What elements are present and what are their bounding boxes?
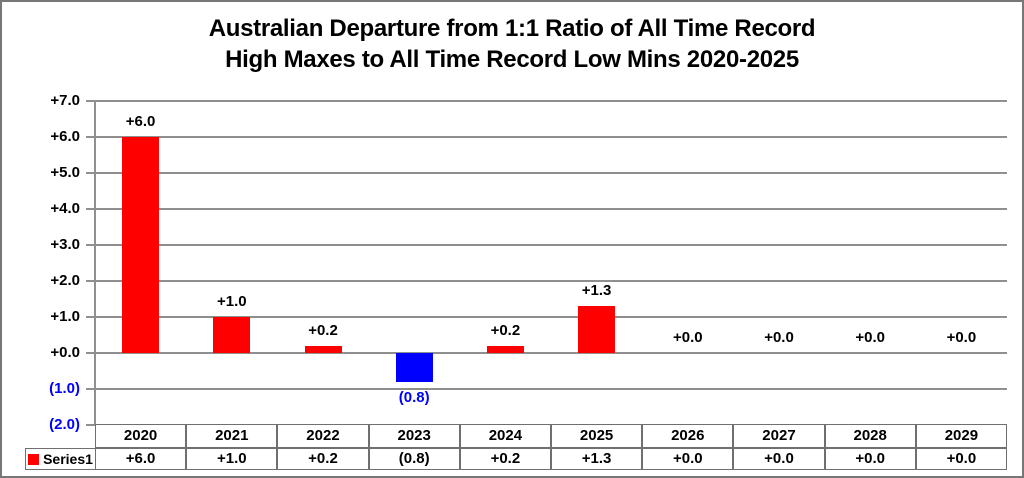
gridline [95,244,1007,246]
y-axis-tick [86,424,95,426]
y-axis-tick [86,388,95,390]
table-value-cell: (0.8) [368,448,460,470]
table-year-header: 2025 [551,424,643,448]
chart-title-line-2: High Maxes to All Time Record Low Mins 2… [225,46,799,73]
table-value-cell: +0.2 [277,448,369,470]
chart-title-line-1: Australian Departure from 1:1 Ratio of A… [208,15,816,42]
gridline [95,172,1007,174]
y-axis-tick [86,208,95,210]
y-axis-tick [86,316,95,318]
table-value-cell: +1.3 [551,448,643,470]
gridline [95,280,1007,282]
y-tick-label: (2.0) [49,416,80,433]
gridline [95,352,1007,354]
bar-data-label: +0.2 [308,321,338,339]
legend-cell: Series1 [25,448,96,470]
table-value-cell: +1.0 [186,448,278,470]
y-tick-label: +5.0 [50,164,80,181]
table-value-cell: +6.0 [95,448,187,470]
bar-2023 [395,353,433,382]
y-axis-tick [86,136,95,138]
series1-legend-swatch-icon [28,453,40,465]
table-value-cell: +0.0 [642,448,734,470]
gridline [95,100,1007,102]
table-year-header: 2022 [277,424,369,448]
gridline [95,208,1007,210]
y-tick-label: +6.0 [50,128,80,145]
bar-data-label: +0.0 [672,329,703,346]
table-year-header: 2029 [915,424,1007,448]
table-year-header: 2027 [733,424,825,448]
y-tick-label: (1.0) [49,380,80,397]
y-tick-label: +2.0 [50,272,80,289]
series1-legend-label: Series1 [43,451,93,467]
bar-2020 [122,137,160,353]
y-axis-tick [86,352,95,354]
table-value-cell: +0.2 [459,448,551,470]
bar-data-label: +0.0 [855,329,885,346]
bar-data-label: +0.0 [764,329,794,346]
bar-data-label: (0.8) [398,388,430,406]
table-value-cell: +0.0 [915,448,1007,470]
y-axis-tick [86,172,95,174]
table-year-header: 2028 [824,424,916,448]
table-value-cell: +0.0 [824,448,916,470]
bar-2021 [213,317,251,353]
table-year-header: 2020 [95,424,187,448]
table-value-cell: +0.0 [733,448,825,470]
bar-data-label: +1.0 [216,293,247,310]
bar-2024 [486,345,524,353]
gridline [95,316,1007,318]
y-axis-tick [86,100,95,102]
bar-data-label: +0.2 [490,321,521,339]
table-year-header: 2023 [368,424,460,448]
bar-2022 [304,345,342,353]
table-year-header: 2026 [642,424,734,448]
y-axis-line [94,101,96,425]
gridline [95,136,1007,138]
y-axis-tick [86,280,95,282]
y-tick-label: +1.0 [50,308,80,325]
chart-title: Australian Departure from 1:1 Ratio of A… [0,13,1024,75]
bar-2025 [578,306,616,353]
bar-data-label: +6.0 [125,113,156,130]
y-tick-label: +0.0 [50,344,80,361]
table-year-header: 2021 [186,424,278,448]
y-tick-label: +4.0 [50,200,80,217]
y-tick-label: +3.0 [50,236,80,253]
y-tick-label: +7.0 [50,92,80,109]
bar-data-label: +1.3 [581,282,612,300]
gridline [95,388,1007,390]
y-axis-tick [86,244,95,246]
table-year-header: 2024 [459,424,551,448]
bar-data-label: +0.0 [946,329,977,346]
